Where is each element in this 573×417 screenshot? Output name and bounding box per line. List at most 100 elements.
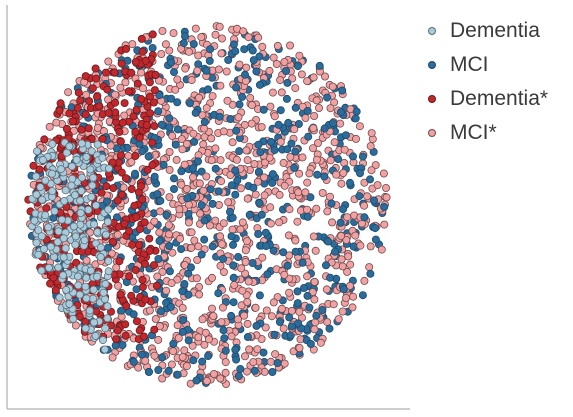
point-mci-star [235, 60, 244, 69]
legend-marker-mci-star [428, 129, 436, 137]
point-dementia-star [65, 109, 74, 118]
point-mci [255, 80, 264, 89]
point-mci [162, 210, 171, 219]
point-dementia [100, 345, 109, 354]
point-dementia [103, 314, 112, 323]
legend-item-mci: MCI [428, 48, 548, 82]
point-mci-star [273, 293, 282, 302]
point-mci-star [279, 158, 288, 167]
point-mci [366, 269, 375, 278]
point-mci-star [309, 73, 318, 82]
point-mci-star [247, 101, 256, 110]
point-mci-star [326, 156, 335, 165]
point-dementia [82, 152, 91, 161]
point-mci [285, 313, 294, 322]
point-mci [266, 137, 275, 146]
point-dementia-star [131, 58, 140, 67]
point-mci [227, 311, 236, 320]
point-dementia-star [120, 219, 129, 228]
point-dementia [59, 271, 68, 280]
point-mci-star [351, 231, 360, 240]
point-mci-star [216, 261, 225, 270]
point-mci [173, 98, 182, 107]
point-mci [153, 190, 162, 199]
legend-label-mci-star: MCI* [450, 121, 497, 144]
point-mci-star [193, 66, 202, 75]
point-mci-star [348, 303, 357, 312]
point-mci-star [175, 234, 184, 243]
point-mci [224, 56, 233, 65]
point-mci [254, 140, 263, 149]
point-mci [262, 242, 271, 251]
point-mci [255, 291, 264, 300]
legend-marker-dementia [428, 27, 436, 35]
point-mci [291, 103, 300, 112]
point-dementia-star [81, 72, 90, 81]
point-mci-star [71, 321, 80, 330]
point-mci-star [194, 51, 203, 60]
point-mci [306, 193, 315, 202]
point-mci-star [260, 173, 269, 182]
point-mci-star [164, 221, 173, 230]
point-dementia-star [150, 122, 159, 131]
point-mci-star [258, 42, 267, 51]
point-mci [252, 321, 261, 330]
point-mci [208, 242, 217, 251]
point-mci [232, 83, 241, 92]
point-mci [232, 355, 241, 364]
point-mci-star [301, 114, 310, 123]
point-mci [287, 139, 296, 148]
point-dementia-star [117, 59, 126, 68]
point-dementia-star [152, 281, 161, 290]
point-mci-star [303, 178, 312, 187]
point-mci-star [150, 217, 159, 226]
point-dementia-star [142, 121, 151, 130]
point-mci-star [308, 144, 317, 153]
point-mci [129, 357, 138, 366]
point-dementia-star [139, 332, 148, 341]
point-mci [336, 108, 345, 117]
point-dementia [77, 173, 86, 182]
point-mci [186, 263, 195, 272]
point-mci [231, 47, 240, 56]
point-mci-star [313, 138, 322, 147]
point-mci-star [254, 33, 263, 42]
point-mci [208, 199, 217, 208]
point-mci-star [340, 145, 349, 154]
point-mci [360, 213, 369, 222]
point-mci [193, 157, 202, 166]
point-mci-star [277, 304, 286, 313]
point-mci-star [111, 90, 120, 99]
point-mci-star [222, 67, 231, 76]
point-dementia-star [148, 161, 157, 170]
point-dementia [32, 238, 41, 247]
point-dementia [85, 306, 94, 315]
point-mci-star [337, 179, 346, 188]
point-mci-star [363, 192, 372, 201]
point-mci-star [275, 218, 284, 227]
point-mci-star [311, 318, 320, 327]
point-mci-star [240, 352, 249, 361]
point-dementia-star [128, 240, 137, 249]
point-mci-star [271, 350, 280, 359]
point-dementia-star [102, 182, 111, 191]
point-mci-star [164, 230, 173, 239]
point-mci-star [295, 51, 304, 60]
point-mci-star [280, 58, 289, 67]
point-mci-star [325, 192, 334, 201]
point-mci [339, 285, 348, 294]
point-mci-star [168, 131, 177, 140]
point-mci [229, 40, 238, 49]
point-mci-star [82, 90, 91, 99]
point-mci-star [295, 307, 304, 316]
point-mci-star [266, 219, 275, 228]
point-mci-star [233, 315, 242, 324]
point-mci-star [190, 236, 199, 245]
point-dementia [93, 228, 102, 237]
point-dementia-star [104, 109, 113, 118]
point-mci-star [188, 341, 197, 350]
point-mci [219, 326, 228, 335]
point-mci [355, 192, 364, 201]
point-mci-star [367, 129, 376, 138]
point-mci-star [173, 75, 182, 84]
